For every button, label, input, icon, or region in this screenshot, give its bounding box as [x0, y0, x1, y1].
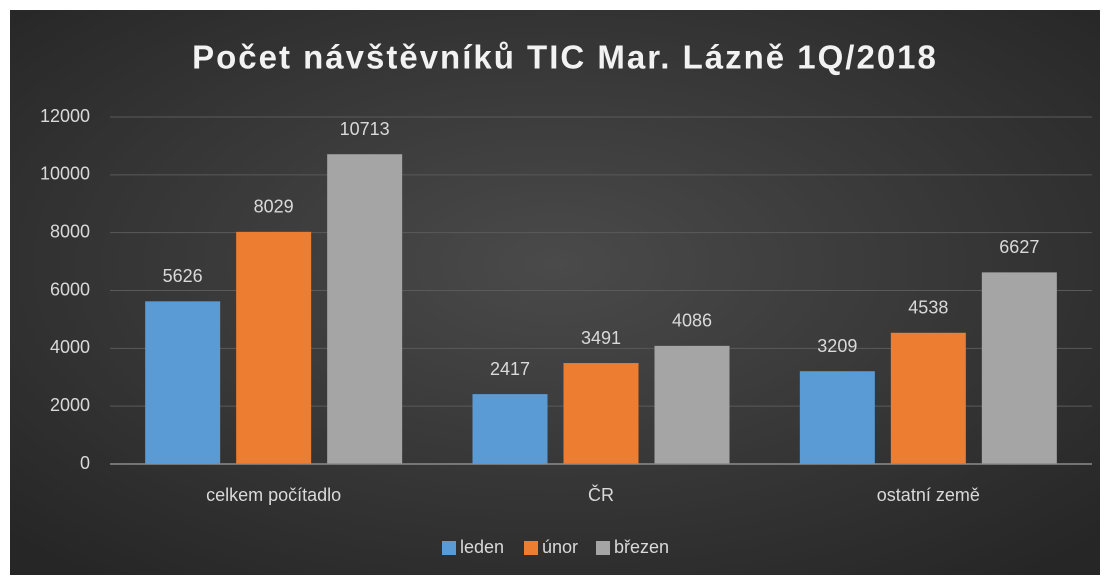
bar	[890, 332, 966, 464]
x-tick-label: ČR	[588, 484, 614, 505]
chart-background	[10, 10, 1100, 575]
legend-swatch	[442, 541, 456, 555]
bar	[472, 394, 548, 464]
bar	[327, 154, 403, 464]
bar	[981, 272, 1057, 464]
y-tick-label: 4000	[50, 337, 90, 357]
data-label: 3209	[817, 336, 857, 356]
data-label: 5626	[163, 266, 203, 286]
legend-swatch	[524, 541, 538, 555]
y-tick-label: 12000	[40, 106, 90, 126]
data-label: 3491	[581, 328, 621, 348]
y-tick-label: 8000	[50, 221, 90, 241]
y-tick-label: 0	[80, 453, 90, 473]
y-tick-label: 2000	[50, 395, 90, 415]
data-label: 4538	[908, 298, 948, 318]
legend-label: únor	[542, 537, 578, 557]
x-tick-label: celkem počítadlo	[206, 485, 341, 505]
data-label: 4086	[672, 311, 712, 331]
chart-title: Počet návštěvníků TIC Mar. Lázně 1Q/2018	[192, 39, 938, 76]
bar	[236, 231, 312, 464]
legend-label: leden	[460, 537, 504, 557]
bar	[799, 371, 875, 464]
bar	[145, 301, 221, 464]
legend-swatch	[596, 541, 610, 555]
data-label: 10713	[340, 119, 390, 139]
y-tick-label: 10000	[40, 164, 90, 184]
data-label: 8029	[254, 197, 294, 217]
legend-label: březen	[614, 537, 669, 557]
data-label: 6627	[999, 237, 1039, 257]
bar	[654, 345, 730, 464]
data-label: 2417	[490, 359, 530, 379]
x-tick-label: ostatní země	[877, 485, 980, 505]
y-tick-label: 6000	[50, 279, 90, 299]
bar	[563, 363, 639, 464]
